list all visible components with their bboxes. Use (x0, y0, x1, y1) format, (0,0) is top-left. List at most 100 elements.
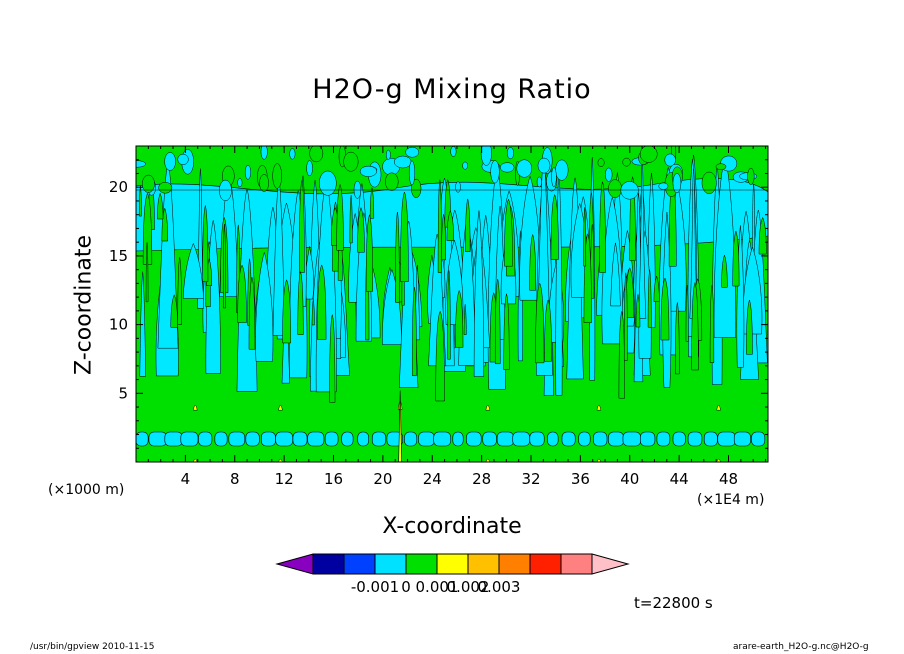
top-band-cell (506, 147, 515, 160)
top-band-cell (136, 160, 146, 168)
top-band-cell (747, 167, 755, 185)
colorbar-label: 0 (401, 578, 411, 596)
lower-moist-cell (561, 431, 576, 447)
lower-moist-cell (180, 431, 199, 447)
spike-mark (716, 404, 721, 411)
top-band-cell (411, 178, 422, 198)
dry-streak (599, 180, 606, 273)
lower-moist-cell (228, 431, 246, 447)
top-band-cell (260, 146, 268, 160)
dry-streak (721, 254, 728, 288)
dry-streak (446, 210, 454, 241)
lower-moist-cell (703, 431, 718, 447)
dry-streak (336, 183, 344, 251)
top-band-cell (620, 181, 639, 200)
y-tick-label: 15 (109, 247, 128, 265)
colorbar-swatch (436, 553, 469, 575)
top-band-cell (672, 173, 682, 194)
dry-streak (746, 299, 753, 355)
dry-streak (157, 192, 164, 220)
top-band-cell (408, 160, 416, 186)
heatmap-field (136, 146, 768, 462)
top-band-cell (353, 180, 362, 199)
chart-title: H2O-g Mixing Ratio (312, 74, 592, 105)
lower-moist-cell (386, 431, 403, 447)
dry-streak (317, 264, 327, 340)
dry-streak (660, 277, 670, 341)
colorbar-swatch (374, 553, 407, 575)
x-tick-label: 36 (571, 470, 590, 488)
dry-streak (248, 276, 256, 350)
lower-moist-cell (357, 431, 369, 447)
dry-streak (441, 213, 446, 261)
dry-streak (282, 279, 291, 344)
lower-moist-cell (593, 431, 608, 447)
lower-moist-cell (672, 431, 686, 447)
dry-streak (653, 275, 660, 302)
spike-mark (485, 404, 491, 411)
x-axis-label: X-coordinate (382, 514, 522, 539)
time-label: t=22800 s (634, 594, 713, 612)
top-band-cell (455, 181, 461, 193)
top-band-cell (306, 160, 313, 177)
x-tick-label: 48 (719, 470, 738, 488)
dry-streak (685, 285, 689, 342)
lower-moist-cell (578, 431, 591, 447)
x-tick-label: 4 (181, 470, 191, 488)
x-tick-label: 24 (423, 470, 442, 488)
colorbar-swatch (343, 553, 376, 575)
top-band-cell (289, 148, 296, 160)
top-band-cell (142, 174, 155, 193)
lower-moist-cell (371, 431, 387, 447)
y-tick-label: 10 (109, 316, 128, 334)
x-tick-label: 32 (521, 470, 540, 488)
dry-streak (504, 198, 513, 267)
top-band-cell (359, 165, 377, 177)
moist-plume (473, 210, 485, 377)
central-spike (398, 390, 402, 462)
colorbar-label: 0.003 (478, 578, 521, 596)
top-band-cell (664, 153, 676, 167)
x-tick-label: 44 (670, 470, 689, 488)
dry-streak (618, 310, 625, 399)
dry-streak (297, 270, 304, 335)
top-band-cell (309, 146, 324, 163)
top-band-cell (384, 172, 399, 191)
lower-moist-cell (148, 431, 167, 447)
top-band-cell (622, 157, 631, 167)
lower-moist-cell (512, 431, 530, 447)
top-band-cell (715, 163, 727, 170)
dry-streak (395, 211, 400, 303)
dry-streak (435, 310, 445, 402)
dry-streak (329, 313, 336, 403)
top-band-cell (480, 146, 492, 166)
x-tick-label: 20 (373, 470, 392, 488)
moist-plume (139, 271, 146, 377)
lower-moist-cell (547, 431, 559, 447)
x-tick-label: 40 (620, 470, 639, 488)
top-band-cell (658, 182, 669, 190)
top-band-cell (385, 149, 391, 160)
colorbar-low-triangle (275, 553, 314, 575)
colorbar-label: -0.001 (351, 578, 399, 596)
top-band-cell (219, 179, 232, 202)
dry-streak (583, 207, 587, 267)
dry-streak (299, 179, 305, 273)
dry-streak (535, 282, 545, 364)
lower-moist-cell (482, 431, 497, 447)
top-band-cell (244, 164, 252, 180)
y-axis-unit: (×1000 m) (48, 482, 125, 498)
dry-streak (365, 214, 374, 292)
dry-streak (709, 285, 715, 363)
dry-streak (463, 304, 467, 335)
footer-left: /usr/bin/gpview 2010-11-15 (30, 642, 155, 652)
lower-moist-cell (639, 431, 656, 447)
dry-streak (202, 204, 209, 282)
dry-streak (758, 216, 767, 255)
lower-moist-cell (324, 431, 339, 447)
top-band-cell (450, 146, 457, 157)
dry-streak (357, 207, 365, 253)
lower-moist-cell (452, 431, 464, 447)
moist-plume (610, 242, 621, 307)
